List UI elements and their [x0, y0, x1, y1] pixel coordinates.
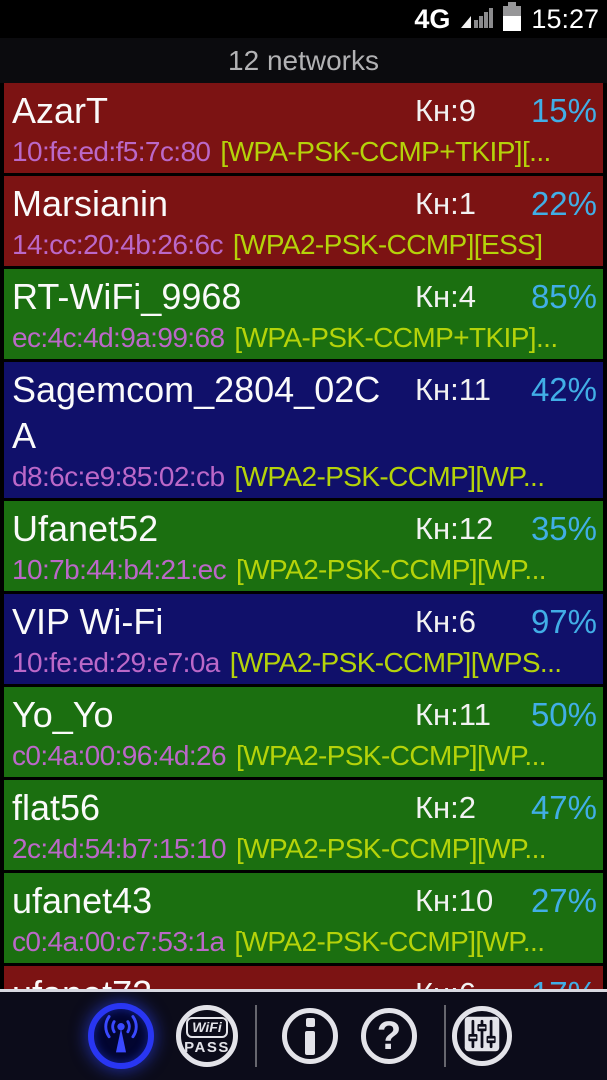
network-row[interactable]: flat56 Кн:2 47% 2c:4d:54:b7:15:10 [WPA2-P…	[4, 780, 603, 870]
ssid-label: Yo_Yo	[12, 694, 114, 735]
toolbar-divider	[255, 1005, 257, 1067]
channel-label: Кн:6	[415, 604, 477, 639]
ssid-label: AzarT	[12, 90, 109, 131]
channel-label: Кн:12	[415, 511, 494, 546]
ssid-label: flat56	[12, 787, 101, 828]
wifi-pass-label: PASS	[184, 1038, 230, 1056]
ssid-label: ufanet43	[12, 880, 153, 921]
ssid-label: Marsianin	[12, 183, 169, 224]
bssid-label: c0:4a:00:96:4d:26	[12, 740, 227, 771]
capabilities-label: [WPA2-PSK-CCMP][WP...	[236, 554, 547, 585]
ssid-label: Ufanet52	[12, 508, 159, 549]
network-row[interactable]: AzarT Кн:9 15% 10:fe:ed:f5:7c:80 [WPA-PSK…	[4, 83, 603, 173]
ssid-label: VIP Wi-Fi	[12, 601, 164, 642]
signal-percent-label: 97%	[530, 603, 597, 640]
bssid-label: d8:6c:e9:85:02:cb	[12, 461, 225, 492]
cell-signal-icon	[459, 3, 494, 36]
signal-percent-label: 22%	[530, 185, 597, 222]
channel-label: Кн:11	[415, 697, 491, 732]
info-button[interactable]	[282, 1008, 338, 1064]
scan-button[interactable]	[88, 1003, 154, 1069]
bssid-label: 10:7b:44:b4:21:ec	[12, 554, 227, 585]
capabilities-label: [WPA2-PSK-CCMP][WPS...	[229, 647, 562, 678]
signal-percent-label: 17%	[513, 971, 597, 989]
bssid-label: 14:cc:20:4b:26:6c	[12, 229, 223, 260]
channel-label: Кн:6	[387, 971, 513, 989]
signal-percent-label: 85%	[530, 278, 597, 315]
clock: 15:27	[531, 4, 599, 34]
bssid-label: 10:fe:ed:f5:7c:80	[12, 136, 211, 167]
ssid-label: ufanet72	[12, 971, 387, 989]
bssid-label: 2c:4d:54:b7:15:10	[12, 833, 227, 864]
status-bar: 4G 15:27	[0, 0, 607, 38]
signal-percent-label: 47%	[530, 789, 597, 826]
capabilities-label: [WPA2-PSK-CCMP][ESS]	[232, 229, 543, 260]
capabilities-label: [WPA2-PSK-CCMP][WP...	[236, 833, 547, 864]
channel-label: Кн:10	[415, 883, 494, 918]
network-type-label: 4G	[414, 4, 451, 34]
network-count-title: 12 networks	[228, 44, 379, 76]
capabilities-label: [WPA-PSK-CCMP+TKIP][...	[220, 136, 551, 167]
info-icon	[305, 1017, 315, 1055]
signal-percent-label: 27%	[530, 882, 597, 919]
network-row[interactable]: ufanet72 Кн:6 17%	[4, 966, 603, 989]
wifi-pass-button[interactable]: WiFi PASS	[176, 1005, 238, 1067]
ssid-label: RT-WiFi_9968	[12, 276, 242, 317]
wifi-pass-icon: WiFi	[186, 1016, 228, 1038]
network-row[interactable]: ufanet43 Кн:10 27% c0:4a:00:c7:53:1a [WPA…	[4, 873, 603, 963]
channel-label: Кн:1	[415, 186, 477, 221]
toolbar-separator	[0, 989, 607, 992]
network-row[interactable]: Sagemcom_2804_02CA Кн:11 42% d8:6c:e9:85…	[4, 362, 603, 498]
network-row[interactable]: Yo_Yo Кн:11 50% c0:4a:00:96:4d:26 [WPA2-P…	[4, 687, 603, 777]
bssid-label: c0:4a:00:c7:53:1a	[12, 926, 225, 957]
signal-percent-label: 50%	[530, 696, 597, 733]
network-row[interactable]: Marsianin Кн:1 22% 14:cc:20:4b:26:6c [WPA…	[4, 176, 603, 266]
network-row[interactable]: VIP Wi-Fi Кн:6 97% 10:fe:ed:29:e7:0a [WPA…	[4, 594, 603, 684]
channel-label: Кн:2	[415, 790, 477, 825]
ssid-label: Sagemcom_2804_02CA	[12, 369, 381, 456]
help-button[interactable]: ?	[361, 1008, 417, 1064]
network-row[interactable]: RT-WiFi_9968 Кн:4 85% ec:4c:4d:9a:99:68 […	[4, 269, 603, 359]
bottom-toolbar: WiFi PASS ?	[0, 992, 607, 1080]
sliders-icon	[462, 1014, 502, 1059]
network-list[interactable]: AzarT Кн:9 15% 10:fe:ed:f5:7c:80 [WPA-PSK…	[0, 83, 607, 989]
capabilities-label: [WPA2-PSK-CCMP][WP...	[234, 926, 545, 957]
signal-percent-label: 15%	[530, 92, 597, 129]
filter-settings-button[interactable]	[452, 1006, 512, 1066]
bssid-label: 10:fe:ed:29:e7:0a	[12, 647, 220, 678]
channel-label: Кн:9	[415, 93, 477, 128]
channel-label: Кн:4	[415, 279, 477, 314]
signal-percent-label: 35%	[530, 510, 597, 547]
bssid-label: ec:4c:4d:9a:99:68	[12, 322, 225, 353]
battery-icon	[502, 1, 522, 37]
signal-percent-label: 42%	[530, 371, 597, 408]
capabilities-label: [WPA2-PSK-CCMP][WP...	[236, 740, 547, 771]
capabilities-label: [WPA2-PSK-CCMP][WP...	[234, 461, 545, 492]
toolbar-divider	[444, 1005, 446, 1067]
wifi-antenna-icon	[99, 1010, 143, 1063]
network-row[interactable]: Ufanet52 Кн:12 35% 10:7b:44:b4:21:ec [WPA…	[4, 501, 603, 591]
question-icon: ?	[376, 1014, 402, 1058]
channel-label: Кн:11	[415, 372, 491, 407]
title-bar: 12 networks	[0, 38, 607, 83]
capabilities-label: [WPA-PSK-CCMP+TKIP]...	[234, 322, 558, 353]
